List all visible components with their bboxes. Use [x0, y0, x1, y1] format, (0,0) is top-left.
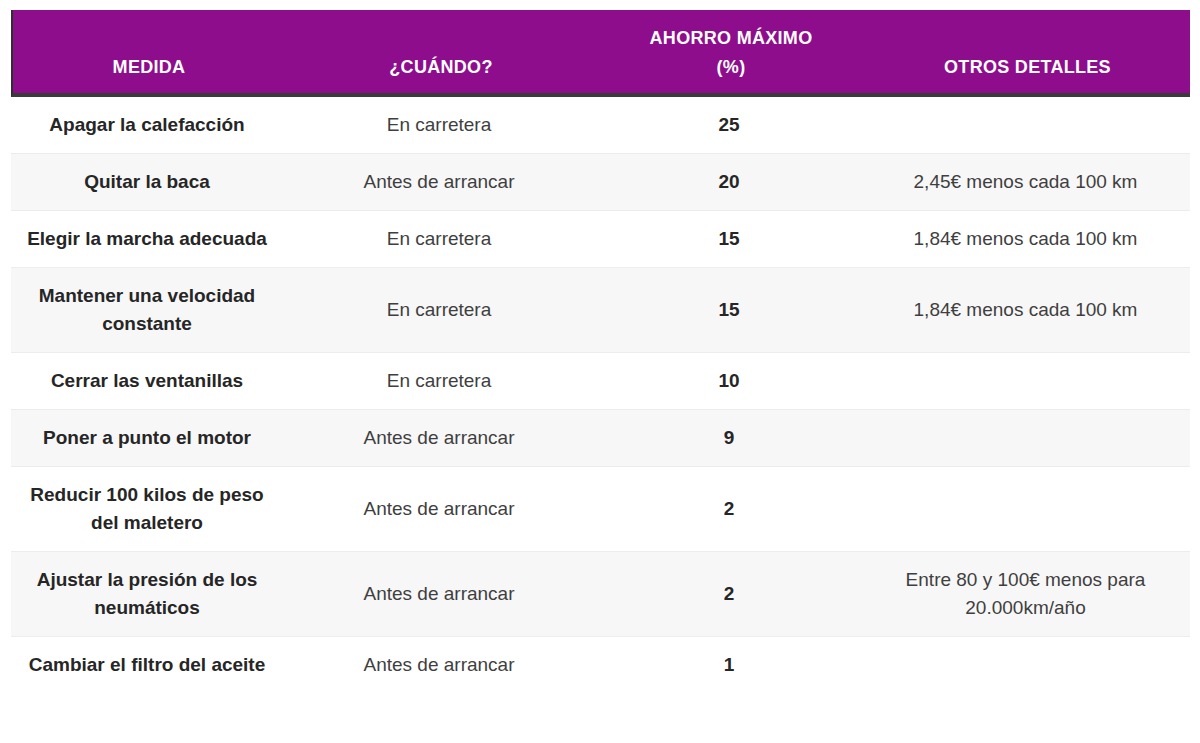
table-body: Apagar la calefacción En carretera 25 Qu… [11, 97, 1190, 693]
cell-medida: Poner a punto el motor [11, 410, 283, 466]
cell-detalles [863, 353, 1188, 409]
cell-ahorro: 1 [595, 637, 863, 693]
column-header-label: OTROS DETALLES [944, 53, 1111, 82]
cell-cuando: Antes de arrancar [283, 637, 595, 693]
cell-cuando: En carretera [283, 268, 595, 352]
cell-cuando: En carretera [283, 353, 595, 409]
fuel-savings-table: MEDIDA ¿CUÁNDO? AHORRO MÁXIMO (%) OTROS … [11, 10, 1190, 693]
column-header-medida: MEDIDA [13, 10, 285, 93]
cell-cuando: Antes de arrancar [283, 467, 595, 551]
table-row: Mantener una velocidad constante En carr… [11, 267, 1190, 352]
cell-cuando: Antes de arrancar [283, 552, 595, 636]
table-header-row: MEDIDA ¿CUÁNDO? AHORRO MÁXIMO (%) OTROS … [11, 10, 1190, 97]
table-row: Quitar la baca Antes de arrancar 20 2,45… [11, 153, 1190, 210]
cell-medida: Quitar la baca [11, 154, 283, 210]
cell-ahorro: 20 [595, 154, 863, 210]
cell-detalles [863, 467, 1188, 551]
column-header-label: ¿CUÁNDO? [389, 53, 492, 82]
savings-table-infographic: MEDIDA ¿CUÁNDO? AHORRO MÁXIMO (%) OTROS … [0, 0, 1200, 743]
column-header-otros-detalles: OTROS DETALLES [865, 10, 1190, 93]
cell-detalles: 1,84€ menos cada 100 km [863, 268, 1188, 352]
cell-medida: Cerrar las ventanillas [11, 353, 283, 409]
cell-medida: Apagar la calefacción [11, 97, 283, 153]
cell-ahorro: 15 [595, 211, 863, 267]
cell-ahorro: 2 [595, 467, 863, 551]
column-header-label: AHORRO MÁXIMO (%) [641, 24, 821, 82]
cell-cuando: En carretera [283, 97, 595, 153]
cell-medida: Cambiar el filtro del aceite [11, 637, 283, 693]
cell-ahorro: 25 [595, 97, 863, 153]
cell-medida: Mantener una velocidad constante [11, 268, 283, 352]
cell-medida: Elegir la marcha adecuada [11, 211, 283, 267]
column-header-cuando: ¿CUÁNDO? [285, 10, 597, 93]
column-header-ahorro-maximo: AHORRO MÁXIMO (%) [597, 10, 865, 93]
cell-ahorro: 15 [595, 268, 863, 352]
cell-detalles [863, 410, 1188, 466]
cell-ahorro: 10 [595, 353, 863, 409]
cell-medida: Reducir 100 kilos de peso del maletero [11, 467, 283, 551]
table-row: Elegir la marcha adecuada En carretera 1… [11, 210, 1190, 267]
cell-ahorro: 2 [595, 552, 863, 636]
table-row: Poner a punto el motor Antes de arrancar… [11, 409, 1190, 466]
table-row: Cerrar las ventanillas En carretera 10 [11, 352, 1190, 409]
cell-cuando: En carretera [283, 211, 595, 267]
cell-detalles [863, 637, 1188, 693]
table-row: Cambiar el filtro del aceite Antes de ar… [11, 636, 1190, 693]
cell-detalles [863, 97, 1188, 153]
table-row: Reducir 100 kilos de peso del maletero A… [11, 466, 1190, 551]
cell-medida: Ajustar la presión de los neumáticos [11, 552, 283, 636]
cell-ahorro: 9 [595, 410, 863, 466]
cell-detalles: Entre 80 y 100€ menos para 20.000km/año [863, 552, 1188, 636]
cell-cuando: Antes de arrancar [283, 410, 595, 466]
cell-cuando: Antes de arrancar [283, 154, 595, 210]
cell-detalles: 1,84€ menos cada 100 km [863, 211, 1188, 267]
table-row: Apagar la calefacción En carretera 25 [11, 97, 1190, 153]
cell-detalles: 2,45€ menos cada 100 km [863, 154, 1188, 210]
table-row: Ajustar la presión de los neumáticos Ant… [11, 551, 1190, 636]
column-header-label: MEDIDA [113, 53, 186, 82]
